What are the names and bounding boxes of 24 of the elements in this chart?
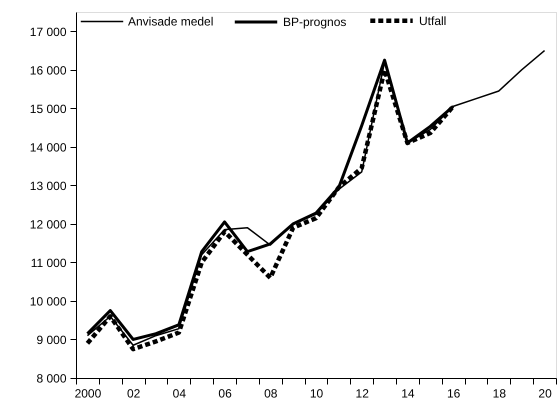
legend-label: Anvisade medel [128, 14, 214, 28]
y-tick-label: 12 000 [30, 217, 67, 232]
x-tick-label: 10 [310, 386, 324, 400]
x-tick-label: 04 [172, 386, 186, 400]
legend-label: Utfall [419, 14, 446, 28]
x-tick-label: 16 [446, 386, 461, 400]
y-tick-label: 13 000 [30, 178, 67, 193]
x-tick-label: 02 [126, 386, 141, 400]
y-tick-label: 10 000 [30, 294, 67, 308]
x-tick-label: 18 [492, 386, 506, 400]
legend-label: BP-prognos [283, 15, 346, 29]
y-tick-label: 8 000 [36, 372, 67, 386]
y-tick-label: 16 000 [30, 63, 67, 78]
x-tick-label: 2000 [74, 386, 102, 400]
x-tick-label: 14 [401, 386, 415, 400]
x-tick-label: 12 [356, 386, 370, 400]
y-tick-label: 17 000 [30, 24, 67, 39]
y-tick-label: 15 000 [30, 102, 67, 116]
y-tick-label: 11 000 [30, 256, 67, 270]
x-tick-label: 08 [264, 386, 278, 400]
x-tick-label: 20 [538, 386, 552, 400]
y-tick-label: 9 000 [36, 332, 67, 347]
x-tick-label: 06 [218, 386, 232, 400]
y-tick-label: 14 000 [30, 140, 67, 154]
